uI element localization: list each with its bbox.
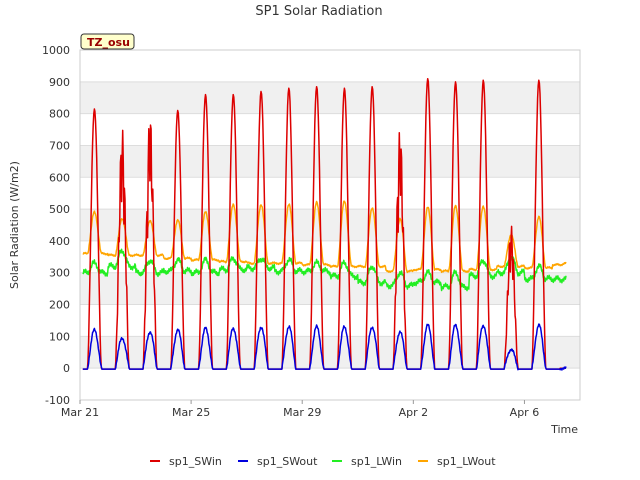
plot-background-bands [80, 81, 580, 369]
background-band [80, 272, 580, 305]
x-axis-ticks: Mar 21 Mar 25 Mar 29 Apr 2 Apr 6 [61, 400, 539, 419]
y-tick-label: -100 [45, 394, 70, 407]
legend: sp1_SWin sp1_SWout sp1_LWin sp1_LWout [150, 455, 496, 468]
site-tag-box [80, 33, 135, 50]
x-tick-label: Mar 29 [283, 406, 321, 419]
y-tick-label: 200 [49, 299, 70, 312]
y-axis-ticks: -100 0 100 200 300 400 500 600 700 800 900 1000 [42, 44, 70, 407]
legend-label: sp1_LWout [437, 455, 496, 468]
background-band [80, 81, 580, 114]
background-band [80, 209, 580, 241]
series-line-sp1_SWout [82, 323, 567, 371]
site-tag-label: TZ_osu [87, 36, 130, 49]
y-tick-label: 100 [49, 330, 70, 343]
legend-label: sp1_LWin [351, 455, 402, 468]
y-tick-label: 900 [49, 76, 70, 89]
x-axis-title: Time [550, 423, 578, 436]
y-axis-title: Solar Radiation (W/m2) [8, 161, 21, 289]
plot-frame [79, 49, 581, 401]
y-tick-label: 400 [49, 235, 70, 248]
x-tick-label: Mar 21 [61, 406, 99, 419]
y-tick-label: 600 [49, 171, 70, 184]
series-line-sp1_LWout [82, 200, 567, 274]
chart-title: SP1 Solar Radiation [255, 4, 382, 19]
y-tick-label: 300 [49, 267, 70, 280]
site-tag: TZ_osu [80, 33, 135, 50]
y-tick-label: 0 [63, 362, 70, 375]
background-band [80, 336, 580, 369]
x-tick-label: Apr 2 [399, 406, 429, 419]
x-tick-label: Apr 6 [510, 406, 540, 419]
series-line-sp1_LWin [82, 248, 567, 292]
y-tick-label: 800 [49, 108, 70, 121]
y-tick-label: 700 [49, 139, 70, 152]
y-tick-label: 1000 [42, 44, 70, 57]
x-tick-label: Mar 25 [172, 406, 210, 419]
legend-label: sp1_SWin [169, 455, 222, 468]
legend-label: sp1_SWout [257, 455, 318, 468]
background-band [80, 145, 580, 178]
y-tick-label: 500 [49, 203, 70, 216]
series-lines [82, 77, 567, 371]
